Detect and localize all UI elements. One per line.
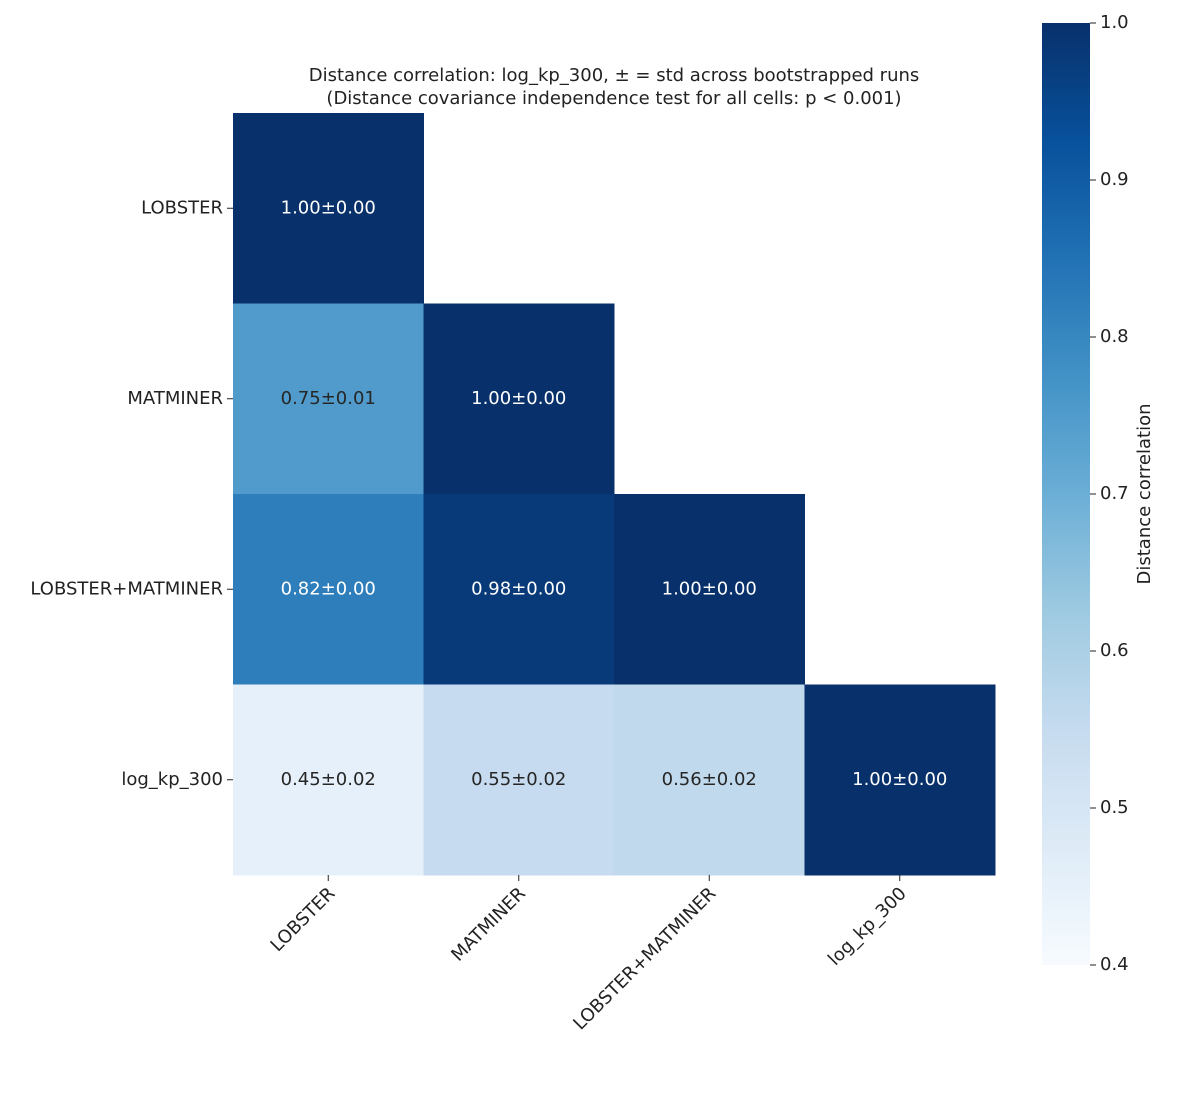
heatmap-cell [233, 494, 424, 685]
chart-title: Distance correlation: log_kp_300, ± = st… [309, 65, 920, 86]
heatmap-cell [614, 494, 805, 685]
colorbar-tick-label: 0.4 [1100, 954, 1129, 975]
cell-label: 0.45±0.02 [281, 769, 376, 790]
heatmap-cell [233, 113, 424, 304]
cell-label: 1.00±0.00 [281, 197, 376, 218]
chart-subtitle: (Distance covariance independence test f… [326, 88, 901, 109]
cell-label: 1.00±0.00 [852, 769, 947, 790]
cell-label: 1.00±0.00 [662, 578, 757, 599]
heatmap-cell [233, 684, 424, 876]
cell-label: 0.82±0.00 [281, 578, 376, 599]
cell-label: 0.55±0.02 [471, 769, 566, 790]
heatmap-cell [423, 684, 615, 876]
colorbar-tick-label: 0.6 [1100, 640, 1129, 661]
colorbar-tick-label: 1.0 [1100, 12, 1129, 33]
x-tick-label: LOBSTER [267, 883, 340, 956]
y-tick-label: LOBSTER [141, 197, 223, 218]
heatmap-cell [614, 684, 805, 876]
cell-label: 0.75±0.01 [281, 388, 376, 409]
colorbar-tick-label: 0.9 [1100, 169, 1129, 190]
cell-label: 0.56±0.02 [662, 769, 757, 790]
cell-label: 1.00±0.00 [471, 388, 566, 409]
colorbar [1042, 23, 1090, 965]
colorbar-tick-label: 0.8 [1100, 326, 1129, 347]
colorbar-label: Distance correlation [1134, 403, 1155, 584]
heatmap-cell [423, 303, 615, 495]
x-tick-label: MATMINER [447, 883, 529, 965]
y-tick-label: MATMINER [127, 388, 223, 409]
y-tick-label: log_kp_300 [121, 769, 223, 790]
heatmap-cell [423, 494, 615, 685]
heatmap-cell [233, 303, 424, 495]
heatmap-cell [804, 684, 996, 876]
colorbar-tick-label: 0.5 [1100, 797, 1129, 818]
colorbar-tick-label: 0.7 [1100, 483, 1129, 504]
cell-label: 0.98±0.00 [471, 578, 566, 599]
y-tick-label: LOBSTER+MATMINER [30, 578, 223, 599]
x-tick-label: LOBSTER+MATMINER [569, 883, 720, 1034]
x-tick-label: log_kp_300 [824, 883, 911, 970]
